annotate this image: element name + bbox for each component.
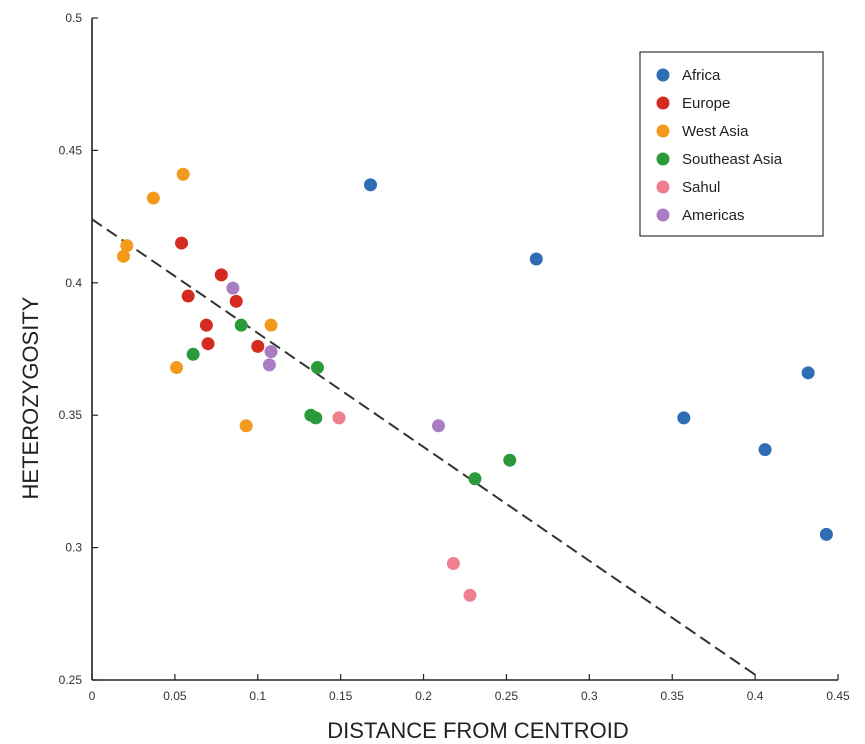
data-point-southeast-asia [186, 347, 200, 361]
y-axis-title: HETEROZYGOSITY [18, 296, 43, 499]
y-axis-ticks: 0.25 0.3 0.35 0.4 0.45 0.5 [59, 11, 98, 687]
data-point-west-asia [170, 361, 184, 375]
data-point-west-asia [116, 249, 130, 263]
data-point-west-asia [120, 239, 134, 253]
x-tick-label: 0.3 [581, 689, 598, 703]
data-point-europe [229, 294, 243, 308]
data-point-west-asia [146, 191, 160, 205]
legend-label-africa: Africa [682, 67, 721, 84]
legend-marker-southeast-asia [656, 152, 670, 166]
x-axis-title: DISTANCE FROM CENTROID [327, 718, 628, 743]
y-tick-label: 0.45 [59, 143, 83, 157]
data-point-europe [181, 289, 195, 303]
trend-line [91, 218, 756, 676]
data-point-africa [364, 178, 378, 192]
legend-items: Africa Europe West Asia Southeast Asia Sahul… [656, 67, 783, 224]
axes [91, 18, 838, 681]
legend-marker-west-asia [656, 124, 670, 138]
data-point-europe [214, 268, 228, 282]
x-tick-label: 0.2 [415, 689, 432, 703]
legend-label-americas: Americas [682, 207, 745, 224]
legend: Africa Europe West Asia Southeast Asia Sahul… [639, 51, 824, 237]
data-point-africa [677, 411, 691, 425]
data-point-west-asia [264, 318, 278, 332]
data-point-sahul [446, 556, 460, 570]
data-point-americas [262, 358, 276, 372]
data-point-europe [251, 339, 265, 353]
x-axis-ticks: 0 0.05 0.1 0.15 0.2 0.25 0.3 0.35 0.4 0.45 [89, 674, 850, 703]
x-tick-label: 0 [89, 689, 96, 703]
data-point-africa [529, 252, 543, 266]
data-points [116, 167, 833, 602]
legend-box [639, 51, 824, 237]
legend-marker-sahul [656, 180, 670, 194]
data-point-southeast-asia [503, 453, 517, 467]
data-point-west-asia [176, 167, 190, 181]
legend-marker-africa [656, 68, 670, 82]
data-point-sahul [332, 411, 346, 425]
x-tick-label: 0.35 [661, 689, 685, 703]
x-tick-label: 0.1 [249, 689, 266, 703]
x-tick-label: 0.15 [329, 689, 353, 703]
y-tick-label: 0.4 [65, 276, 82, 290]
legend-label-europe: Europe [682, 95, 730, 112]
data-point-europe [201, 337, 215, 351]
legend-label-southeast-asia: Southeast Asia [682, 151, 783, 168]
data-point-europe [199, 318, 213, 332]
y-tick-label: 0.3 [65, 541, 82, 555]
data-point-southeast-asia [309, 411, 323, 425]
data-point-sahul [463, 588, 477, 602]
legend-marker-europe [656, 96, 670, 110]
data-point-southeast-asia [310, 361, 324, 375]
x-tick-label: 0.45 [826, 689, 850, 703]
legend-label-sahul: Sahul [682, 179, 720, 196]
y-tick-label: 0.35 [59, 408, 83, 422]
legend-marker-americas [656, 208, 670, 222]
data-point-americas [264, 345, 278, 359]
x-tick-label: 0.25 [495, 689, 519, 703]
data-point-americas [431, 419, 445, 433]
data-point-africa [819, 527, 833, 541]
data-point-southeast-asia [468, 472, 482, 486]
data-point-west-asia [239, 419, 253, 433]
data-point-europe [175, 236, 189, 250]
x-tick-label: 0.05 [163, 689, 187, 703]
y-tick-label: 0.5 [65, 11, 82, 25]
y-tick-label: 0.25 [59, 673, 83, 687]
data-point-africa [758, 443, 772, 457]
data-point-africa [801, 366, 815, 380]
x-tick-label: 0.4 [747, 689, 764, 703]
data-point-americas [226, 281, 240, 295]
data-point-southeast-asia [234, 318, 248, 332]
legend-label-west-asia: West Asia [682, 123, 749, 140]
